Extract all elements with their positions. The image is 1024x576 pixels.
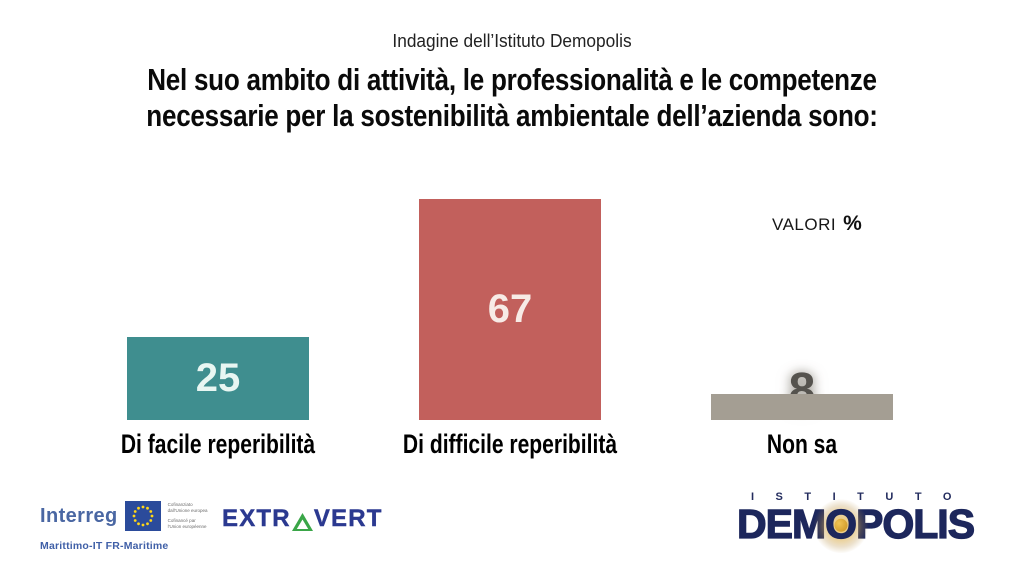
bar-column: 8 Non sa [711,363,893,459]
bar-category-label: Di difficile reperibilità [402,429,618,459]
extravert-wordmark-right: VERT [313,505,383,532]
values-note-label: VALORI [772,215,837,234]
bar [711,394,893,420]
demopolis-wordmark-right: POLIS [855,501,975,547]
extravert-logo: EXTR VERT [222,505,383,533]
demopolis-o-sun-icon: O [824,501,857,547]
eu-flag-icon [124,501,161,531]
eu-text-line: l'Union européenne [167,523,207,529]
demopolis-istituto-text: ISTITUTO [751,491,973,503]
bar-value-label: 25 [195,355,241,400]
interreg-wordmark: Interreg [40,504,118,527]
percent-symbol: % [843,212,862,235]
eu-cofinancing-text: Cofinanziato dall'Unione europea Cofinan… [168,502,208,529]
bar: 67 [419,199,601,420]
extravert-wordmark-left: EXTR [222,505,291,532]
eu-text-line: Cofinanziato [167,502,193,508]
interreg-logo-row: Interreg Cofinanziato dall'Unione europe… [40,501,208,531]
values-unit-note: VALORI % [772,212,862,236]
survey-source-subtitle: Indagine dell’Istituto Demopolis [392,31,632,51]
eu-text-line: Cofinancé par [167,518,196,523]
bar: 25 [127,337,309,420]
title-line-1: Nel suo ambito di attività, le professio… [147,62,877,97]
demopolis-logo: ISTITUTO DEMOPOLIS [736,491,989,547]
programme-name: Marittimo-IT FR-Maritime [40,540,169,552]
title-line-2: necessarie per la sostenibilità ambienta… [146,98,878,133]
bar-column: 67 Di difficile reperibilità [403,199,617,459]
eu-text-line: dall'Unione europea [167,508,208,514]
bar-category-label: Di facile reperibilità [120,429,316,459]
bar-category-label: Non sa [766,429,838,459]
bar-column: 25 Di facile reperibilità [121,337,315,459]
extravert-triangle-icon [291,513,313,531]
page-title: Nel suo ambito di attività, le professio… [82,62,942,134]
interreg-logo: Interreg Cofinanziato dall'Unione europe… [40,501,208,552]
demopolis-wordmark: DEMOPOLIS [736,501,989,547]
bar-value-label: 67 [487,286,533,331]
demopolis-wordmark-left: DEM [736,501,826,547]
